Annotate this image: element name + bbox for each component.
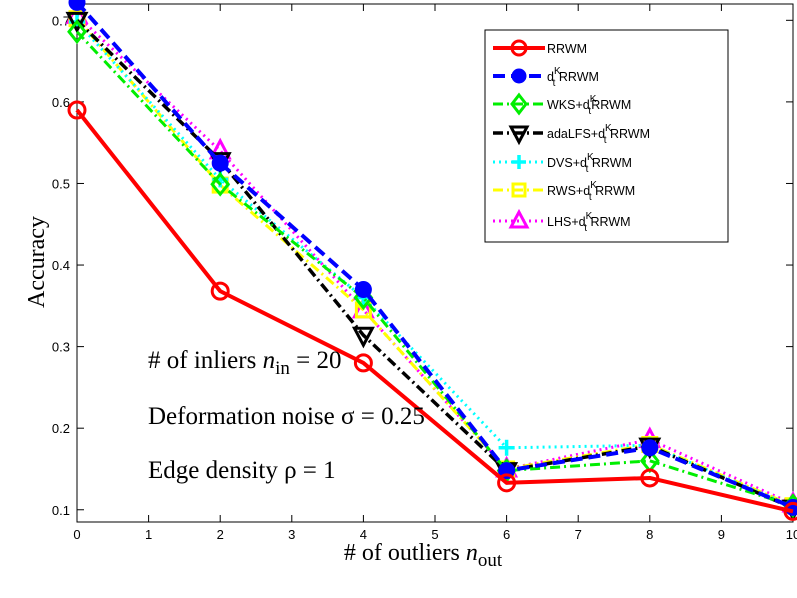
x-tick-label: 9 [718, 527, 725, 542]
marker [783, 501, 797, 521]
x-axis-label: # of outliers nout [344, 540, 503, 571]
x-tick-label: 3 [288, 527, 295, 542]
y-axis-label: Accuracy [24, 216, 50, 308]
legend-item: RRWM [493, 39, 587, 57]
annotation-2: Deformation noise σ = 0.25 [148, 403, 425, 430]
marker [67, 19, 87, 45]
marker [354, 281, 372, 299]
marker [67, 100, 87, 120]
marker [351, 326, 375, 349]
marker [68, 0, 86, 11]
marker [497, 473, 517, 493]
legend-box [484, 29, 729, 243]
marker [211, 154, 229, 172]
series-layer [65, 0, 797, 522]
annotation-3: Edge density ρ = 1 [148, 457, 336, 484]
y-tick-label: 0.4 [52, 258, 70, 273]
marker [510, 92, 528, 116]
marker [210, 171, 231, 197]
legend-item: DVS+dK t RRWM [493, 152, 632, 175]
annotation-1: # of inliers nin = 20 [148, 347, 341, 379]
legend-item: WKS+dK tRRWM [493, 92, 631, 117]
x-tick-label: 5 [431, 527, 438, 542]
marker [65, 11, 89, 34]
legend-label: dK t RRWM [547, 66, 599, 89]
x-tick-label: 6 [503, 527, 510, 542]
y-tick-label: 0.6 [52, 95, 70, 110]
legend-label: WKS+dK tRRWM [547, 94, 631, 117]
marker [210, 281, 230, 301]
y-tick-label: 0.3 [52, 340, 70, 355]
legend: RRWM dK t RRWM WKS+dK tRRWM adaLFS+dK t RRWM DV… [484, 29, 729, 243]
legend-label: LHS+dK t RRWM [547, 211, 631, 234]
marker [353, 353, 373, 373]
marker [510, 39, 528, 57]
legend-item: LHS+dK t RRWM [493, 208, 631, 234]
legend-label: RRWM [547, 42, 587, 56]
marker [511, 182, 527, 198]
marker [512, 155, 526, 169]
x-tick-label: 7 [575, 527, 582, 542]
x-tick-label: 4 [360, 527, 367, 542]
series-line [75, 30, 794, 508]
series-line [75, 108, 794, 514]
legend-item: dK t RRWM [493, 66, 599, 89]
legend-label: DVS+dK t RRWM [547, 152, 632, 175]
x-tick-label: 1 [145, 527, 152, 542]
x-tick-label: 0 [73, 527, 80, 542]
marker [508, 125, 530, 146]
x-tick-label: 10 [786, 527, 797, 542]
y-tick-label: 0.1 [52, 503, 70, 518]
marker [498, 439, 515, 456]
y-tick-label: 0.2 [52, 421, 70, 436]
annotations: # of inliers nin = 20 Deformation noise σ… [148, 347, 425, 484]
y-tick-label: 0.5 [52, 176, 70, 191]
legend-item: RWS+dK t RRWM [493, 180, 635, 203]
marker [641, 439, 659, 457]
series-rrwm [67, 100, 797, 521]
y-tick-label: 0.7 [52, 13, 70, 28]
legend-label: adaLFS+dK t RRWM [547, 123, 650, 146]
marker [640, 468, 660, 488]
legend-label: RWS+dK t RRWM [547, 180, 635, 203]
x-tick-label: 8 [646, 527, 653, 542]
x-tick-label: 2 [217, 527, 224, 542]
legend-item: adaLFS+dK t RRWM [493, 123, 650, 146]
marker [508, 208, 530, 229]
marker [511, 68, 527, 84]
axes: 0 1 2 3 4 5 6 7 8 9 10 0.1 0.2 0.3 0.4 0.5 0.6 0.7 # of ou… [24, 3, 797, 571]
